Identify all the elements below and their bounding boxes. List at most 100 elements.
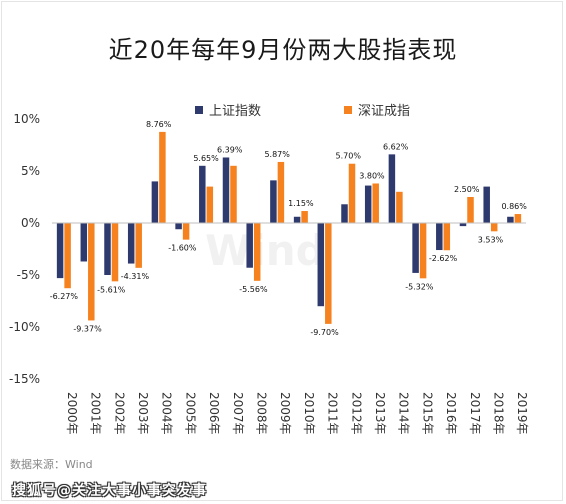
data-label: 5.70% [336,152,362,161]
bar-shanghai [459,223,467,227]
bar-shenzhen [230,165,237,223]
data-label: 0.86% [501,202,527,211]
bar-shanghai [317,223,325,307]
x-tick-label: 2009年 [278,392,292,435]
bar-shanghai [364,185,372,223]
bar-shanghai [246,223,253,268]
bar-shenzhen [419,223,427,279]
data-label: -5.56% [239,285,268,294]
y-tick-label: 5% [21,164,40,178]
bar-shanghai [127,223,135,264]
bar-shanghai [56,223,64,279]
data-label: -9.37% [73,324,102,333]
attribution-watermark: 搜狐号@关注大事小事突发事 [12,483,207,499]
x-tick-label: 2005年 [183,392,197,435]
x-tick-label: 2003年 [136,392,150,435]
x-tick-label: 2004年 [160,392,174,435]
bar-shanghai [483,186,490,223]
y-axis: 10% 5% 0% -5% -10% -15% [9,112,40,386]
bar-shenzhen [159,131,166,223]
data-label: 5.87% [264,150,290,159]
data-label: -2.62% [429,254,458,263]
legend-swatch-shenzhen [344,106,352,114]
bar-shanghai [293,216,301,223]
bar-shenzhen [64,223,71,289]
x-tick-label: 2002年 [112,392,126,435]
data-label: 6.62% [383,142,409,151]
bar-shenzhen [111,223,119,282]
chart-title: 近20年每年9月份两大股指表现 [108,36,458,64]
bar-shanghai [199,165,206,223]
bar-shanghai [270,180,277,223]
y-tick-label: -15% [9,372,40,386]
data-label: 8.76% [146,120,172,129]
bars [56,131,522,324]
bar-shanghai [222,157,230,223]
x-tick-label: 2000年 [65,392,79,435]
data-label: 2.50% [454,185,480,194]
x-tick-label: 2014年 [397,392,411,435]
bar-shanghai [104,223,111,275]
x-axis: 2000年 2001年 2002年 2003年 2004年 2005年 2006年 2007年… [52,222,529,435]
x-tick-label: 2017年 [468,392,482,435]
y-tick-label: 10% [13,112,40,126]
data-label: 5.65% [193,154,219,163]
x-tick-label: 2008年 [254,392,268,435]
bar-shenzhen [372,183,379,223]
data-label: -5.61% [97,285,126,294]
data-label: -4.31% [121,272,150,281]
legend-label-shanghai: 上证指数 [209,104,261,119]
x-tick-label: 2012年 [349,392,363,435]
wind-watermark: Wind [205,226,326,275]
x-tick-label: 2001年 [89,392,103,435]
x-tick-label: 2010年 [302,392,316,435]
bar-shenzhen [490,223,498,232]
bar-shenzhen [396,191,403,223]
bar-shenzhen [514,214,522,223]
legend-label-shenzhen: 深证成指 [358,104,410,119]
bar-shanghai [151,181,159,223]
bar-shenzhen [182,223,190,240]
y-tick-label: 0% [21,216,40,230]
legend: 上证指数 深证成指 [195,104,410,119]
x-tick-label: 2007年 [231,392,245,435]
bar-shanghai [412,223,419,273]
data-label: 3.53% [478,235,504,244]
data-labels: -6.27% -9.37% -5.61% -4.31% 8.76% -1.60% 5.65%… [50,120,528,337]
data-label: -9.70% [310,328,339,337]
bar-shenzhen [301,211,308,223]
x-tick-label: 2019年 [515,392,529,435]
x-tick-label: 2015年 [420,392,434,435]
data-label: -1.60% [168,244,197,253]
bar-shanghai [341,204,348,223]
y-tick-label: -10% [9,320,40,334]
bar-shenzhen [253,223,261,281]
x-tick-label: 2016年 [444,392,458,435]
data-label: 6.39% [217,145,243,154]
bar-shenzhen [467,197,474,223]
legend-swatch-shanghai [195,106,203,114]
bar-shanghai [507,216,514,223]
y-tick-label: -5% [17,268,40,282]
bar-shenzhen [88,223,95,321]
data-label: 3.80% [359,171,385,180]
source-note: 数据来源：Wind [10,458,93,471]
bar-shenzhen [206,186,214,223]
bar-shanghai [80,223,88,262]
x-tick-label: 2011年 [326,392,340,435]
data-label: 1.15% [288,199,314,208]
bar-shenzhen [277,161,285,223]
x-tick-label: 2013年 [373,392,387,435]
x-tick-label: 2006年 [207,392,221,435]
bar-shanghai [175,223,182,230]
x-tick-label: 2018年 [491,392,505,435]
data-label: -5.32% [405,282,434,291]
bar-shanghai [436,223,443,251]
bar-shenzhen [348,163,356,223]
bar-shanghai [388,154,396,223]
bar-shenzhen [325,223,332,324]
data-label: -6.27% [50,292,79,301]
bar-shenzhen [135,223,142,268]
